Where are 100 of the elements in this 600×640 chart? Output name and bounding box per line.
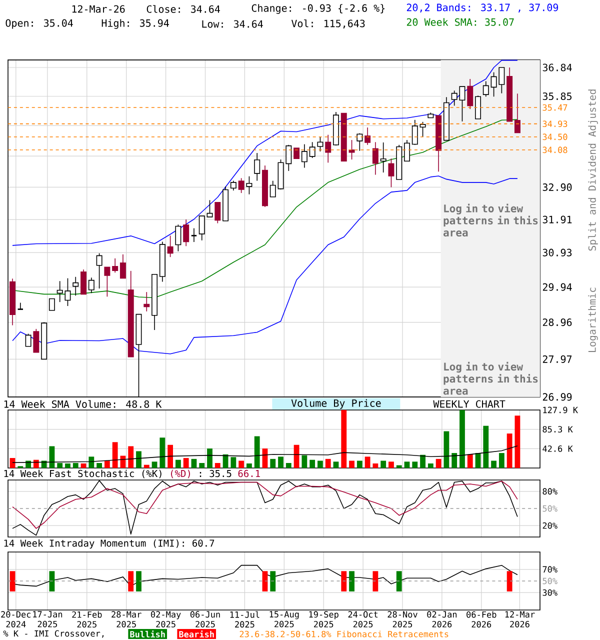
bar	[65, 463, 70, 468]
bar	[356, 460, 362, 468]
y-tick-label: 32.90	[542, 183, 572, 191]
candlestick	[48, 298, 55, 311]
ref-line-label: 50%	[542, 578, 558, 584]
bar	[152, 462, 158, 468]
text: 20 Week SMA: 35.07	[406, 18, 514, 26]
bar	[175, 460, 181, 468]
chart-title: 14 Week Intraday Momentum (IMI): 60.7	[4, 539, 214, 549]
x-tick-label: 11-Jul 2025	[230, 611, 260, 628]
bar	[199, 463, 205, 468]
y-tick-label: 30.93	[542, 248, 572, 256]
text: (%D)	[171, 470, 190, 478]
bar	[270, 458, 276, 468]
candlestick	[17, 302, 24, 310]
x-tick-label: 28-Nov 2025	[388, 611, 418, 628]
bar	[396, 465, 402, 468]
bar	[286, 463, 292, 468]
candlestick	[144, 292, 150, 312]
ref-line-label: 50%	[542, 505, 558, 512]
x-tick-label: 21-Feb 2025	[72, 611, 102, 628]
candlestick	[270, 180, 276, 198]
candlestick	[356, 132, 363, 152]
candlestick	[72, 276, 79, 296]
y-tick-label: 42.6 K	[542, 445, 573, 452]
bar	[483, 426, 489, 468]
candlestick	[25, 333, 32, 347]
x-tick-label: 28-Mar 2025	[112, 611, 142, 628]
bar	[294, 444, 300, 468]
chart-title: 14 Week Fast Stochastic (%K)	[4, 470, 162, 478]
candlestick	[120, 254, 126, 279]
candlestick	[230, 180, 236, 191]
x-tick-label: 02-May 2025	[150, 611, 181, 628]
bar	[388, 462, 394, 468]
text: Close: 34.64	[146, 5, 220, 13]
candlestick	[467, 78, 474, 110]
bar	[160, 438, 166, 468]
chart-title: 14 Week SMA Volume: 48.8 K	[4, 400, 162, 408]
candlestick	[80, 269, 87, 295]
bar	[404, 462, 410, 468]
y-tick-label: 30%	[542, 589, 558, 596]
ref-line-label: 34.50	[542, 134, 568, 140]
bar	[318, 460, 323, 468]
candlestick	[88, 277, 94, 294]
x-tick-label: 12-Mar 2026	[505, 611, 535, 628]
text: Bearish	[179, 630, 214, 638]
bar	[96, 463, 102, 468]
x-tick-label: 06-Feb 2026	[466, 611, 496, 628]
bar	[349, 460, 354, 468]
bar	[72, 463, 78, 468]
ref-line-label: 35.47	[542, 104, 568, 111]
bar	[191, 458, 197, 468]
ref-line-label: 34.93	[542, 120, 568, 128]
bar	[112, 442, 118, 468]
candlestick	[190, 228, 198, 242]
y-tick-label: 35.85	[542, 92, 572, 100]
text: Change: -0.93 {-2.6 %}	[252, 4, 385, 14]
x-tick-label: 02-Jan 2026	[427, 611, 457, 628]
candlestick	[104, 266, 110, 298]
y-tick-label: 36.84	[542, 64, 572, 72]
bar	[302, 455, 308, 468]
text: Logarithmic	[588, 288, 598, 352]
y-tick-label: 31.91	[542, 216, 572, 224]
candlestick	[238, 178, 244, 194]
x-tick-label: 19-Sep 2025	[309, 611, 338, 628]
text: 20,2 Bands: 33.17 , 37.09	[406, 3, 558, 12]
bar	[420, 454, 426, 468]
candlestick	[514, 93, 520, 134]
bar	[467, 454, 473, 468]
candlestick	[372, 142, 378, 176]
y-tick-label: 80%	[542, 488, 558, 495]
bar	[136, 451, 142, 468]
candlestick	[96, 252, 102, 289]
text: WEEKLY CHART	[433, 400, 506, 408]
y-tick-label: 85.3 K	[542, 426, 573, 433]
candlestick	[482, 80, 489, 98]
bar	[333, 462, 339, 468]
candlestick	[112, 258, 118, 274]
bar	[428, 463, 434, 468]
annotation: Log in to view patterns in this area	[444, 362, 538, 395]
candlestick	[254, 152, 260, 182]
bar	[325, 458, 331, 468]
y-tick-label: 127.9 K	[543, 406, 578, 414]
bar	[57, 463, 63, 468]
y-tick-label: 20%	[542, 522, 558, 529]
bar	[498, 453, 504, 468]
line-series	[12, 564, 518, 587]
bar	[460, 410, 465, 468]
candlestick	[404, 140, 410, 162]
bar	[33, 460, 39, 468]
x-tick-label: 20-Dec 2024	[1, 611, 31, 628]
bar	[88, 456, 94, 468]
bar	[436, 458, 442, 468]
candlestick	[183, 219, 190, 247]
bar	[214, 463, 220, 468]
text: Vol: 115,643	[291, 19, 365, 29]
text: Volume By Price	[291, 399, 381, 409]
bar	[341, 410, 347, 468]
candlestick	[420, 121, 426, 138]
bar	[444, 431, 450, 468]
